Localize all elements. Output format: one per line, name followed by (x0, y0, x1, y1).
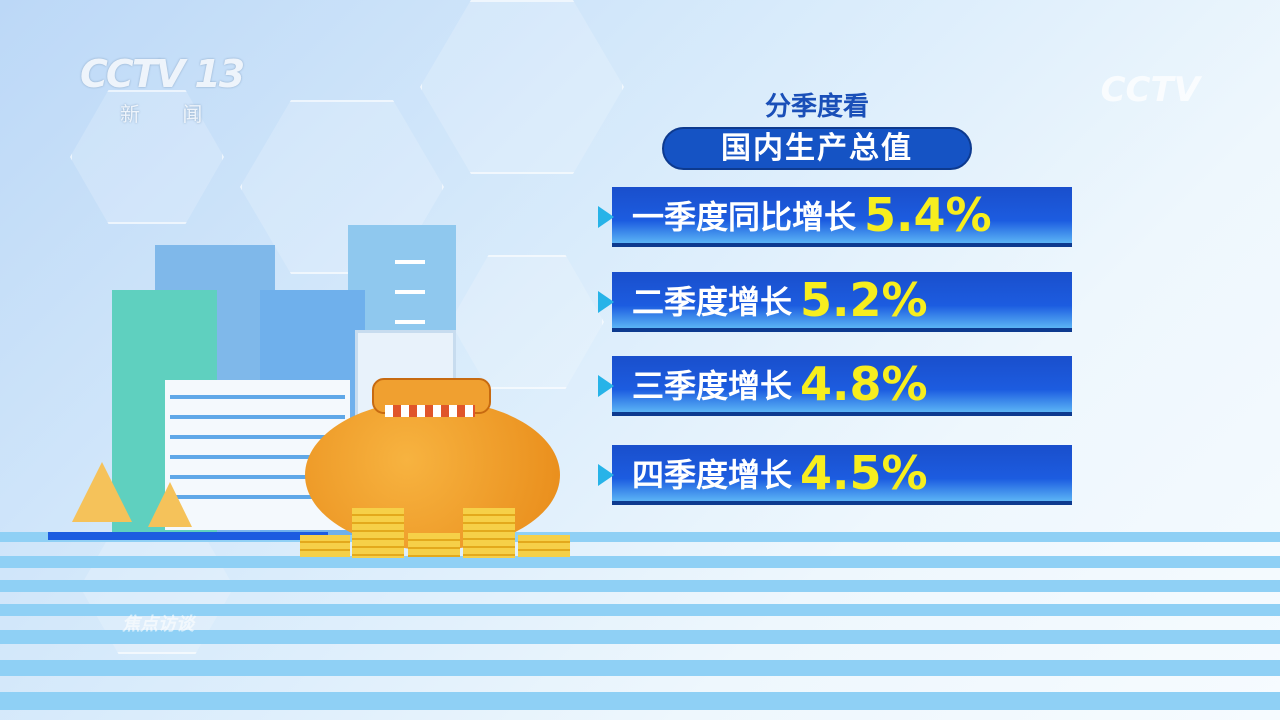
stat-label: 三季度增长 (632, 367, 793, 405)
stat-label: 一季度同比增长 (632, 198, 857, 236)
page-title: 国内生产总值 (662, 127, 972, 170)
stripe (0, 692, 1280, 710)
play-arrow-icon (598, 375, 614, 397)
stripe (0, 556, 1280, 568)
stat-row-q2: 二季度增长 5.2% (612, 272, 1072, 332)
stat-label: 二季度增长 (632, 283, 793, 321)
stat-value: 5.4% (864, 188, 992, 242)
play-arrow-icon (598, 291, 614, 313)
stripe (0, 630, 1280, 644)
stat-row-q3: 三季度增长 4.8% (612, 356, 1072, 416)
stat-row-q4: 四季度增长 4.5% (612, 445, 1072, 505)
channel-logo-name: 新 闻 (120, 102, 221, 126)
subtitle: 分季度看 (764, 92, 869, 122)
stripe (0, 532, 1280, 542)
stat-row-q1: 一季度同比增长 5.4% (612, 187, 1072, 247)
channel-logo: CCTV 13 (80, 52, 245, 96)
stat-label: 四季度增长 (632, 456, 793, 494)
stat-value: 5.2% (800, 273, 928, 327)
stat-value: 4.5% (800, 446, 928, 500)
program-watermark: 焦点访谈 (122, 614, 194, 635)
play-arrow-icon (598, 206, 614, 228)
hexagon-decoration (420, 0, 624, 174)
cctv-watermark: CCTV (1100, 70, 1200, 110)
stripe (0, 580, 1280, 592)
hexagon-decoration (450, 255, 604, 389)
stat-value: 4.8% (800, 357, 928, 411)
play-arrow-icon (598, 464, 614, 486)
stripe (0, 604, 1280, 616)
stripe (0, 660, 1280, 676)
